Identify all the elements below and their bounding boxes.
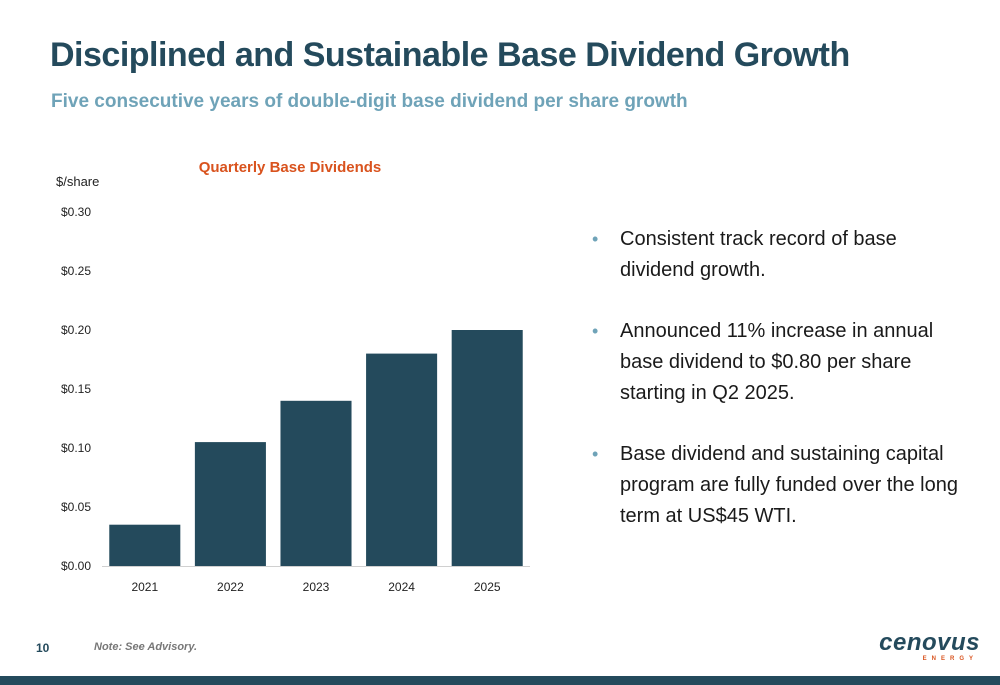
bar-2025 <box>451 330 523 566</box>
bullet-item: • Announced 11% increase in annual base … <box>590 316 975 409</box>
y-tick-label: $0.10 <box>61 441 91 455</box>
y-tick-label: $0.25 <box>61 264 91 278</box>
page-subtitle: Five consecutive years of double-digit b… <box>51 91 688 112</box>
page-number: 10 <box>36 641 50 655</box>
bar-2021 <box>109 524 181 566</box>
bullet-item: • Consistent track record of base divide… <box>590 224 975 286</box>
logo-wordmark: cenovus <box>879 629 980 656</box>
bullet-icon: • <box>592 229 599 249</box>
logo-subtext: ENERGY <box>922 656 978 662</box>
x-tick-label: 2022 <box>217 580 244 594</box>
y-tick-label: $0.20 <box>61 323 91 337</box>
bar-2024 <box>366 353 438 566</box>
bar-2023 <box>280 400 352 566</box>
y-tick-label: $0.05 <box>61 500 91 514</box>
bullet-text: Consistent track record of base dividend… <box>620 228 897 281</box>
x-tick-label: 2024 <box>388 580 415 594</box>
page-title: Disciplined and Sustainable Base Dividen… <box>50 36 850 74</box>
bar-2022 <box>194 442 266 566</box>
bullet-text: Announced 11% increase in annual base di… <box>620 320 934 404</box>
bullet-text: Base dividend and sustaining capital pro… <box>620 443 958 527</box>
bullet-item: • Base dividend and sustaining capital p… <box>590 439 975 532</box>
x-tick-label: 2023 <box>303 580 330 594</box>
bullet-icon: • <box>592 321 599 341</box>
x-tick-label: 2025 <box>474 580 501 594</box>
y-axis-label: $/share <box>56 174 100 189</box>
company-logo: cenovus ENERGY <box>879 629 980 662</box>
bar-chart: $0.00 $0.05 $0.10 $0.15 $0.20 $0.25 $0.30 2021 2… <box>61 205 530 594</box>
bullet-list: • Consistent track record of base divide… <box>590 224 975 562</box>
y-tick-label: $0.00 <box>61 559 91 573</box>
x-tick-label: 2021 <box>131 580 158 594</box>
bullet-icon: • <box>592 444 599 464</box>
chart-title: Quarterly Base Dividends <box>198 159 382 176</box>
footnote: Note: See Advisory. <box>94 641 198 653</box>
footer-bar <box>0 676 1000 685</box>
y-tick-label: $0.30 <box>61 205 91 219</box>
y-tick-label: $0.15 <box>61 382 91 396</box>
